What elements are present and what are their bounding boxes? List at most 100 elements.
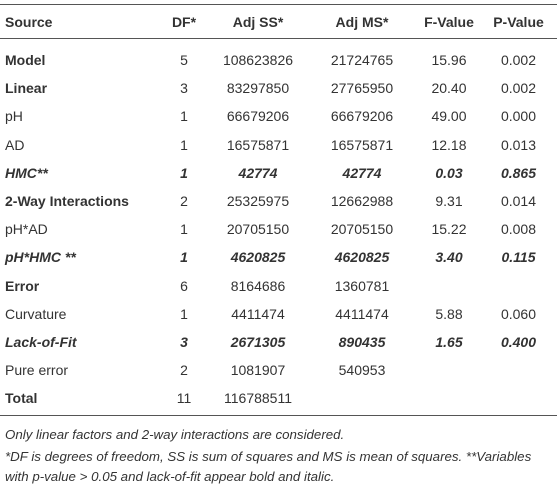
header-cell: Adj MS*: [335, 13, 389, 30]
table-cell: AD: [5, 136, 25, 153]
page: Source DF* Adj SS* Adj MS* F-Value P-Value Mo…: [0, 4, 557, 484]
table-cell: 1: [180, 249, 188, 266]
table-cell: Total: [5, 390, 38, 407]
empty-cell: [480, 272, 557, 300]
table-cell: 66679206: [330, 108, 394, 125]
table-cell: 21724765: [330, 52, 394, 69]
table-cell: pH*HMC **: [5, 249, 76, 266]
table-cell: 0.115: [501, 249, 536, 266]
table-row: Linear 3 83297850 27765950 20.40 0.002: [0, 74, 557, 102]
table-cell: 27765950: [330, 80, 394, 97]
table-cell: 4411474: [231, 305, 285, 322]
table-cell: 0.002: [500, 52, 537, 69]
anova-table: Source DF* Adj SS* Adj MS* F-Value P-Value Mo…: [0, 4, 557, 416]
table-cell: 1360781: [334, 277, 390, 294]
table-cell: 3.40: [435, 249, 463, 266]
table-cell: 4620825: [230, 249, 286, 266]
table-cell: pH: [5, 108, 23, 125]
table-cell: 3: [180, 80, 188, 97]
header-row: Source DF* Adj SS* Adj MS* F-Value P-Value: [0, 4, 557, 39]
table-cell: 3: [180, 333, 188, 350]
table-cell: HMC**: [5, 164, 48, 181]
table-cell: 2: [180, 193, 188, 210]
table-cell: 15.22: [431, 221, 467, 238]
table-row: Curvature 1 4411474 4411474 5.88 0.060: [0, 300, 557, 328]
table-cell: pH*AD: [5, 221, 48, 238]
empty-cell: [480, 356, 557, 384]
table-row: 2-Way Interactions 2 25325975 12662988 9.31 0…: [0, 187, 557, 215]
table-row: Model 5 108623826 21724765 15.96 0.002: [0, 39, 557, 75]
table-cell: 16575871: [226, 136, 290, 153]
empty-cell: [418, 356, 480, 384]
table-cell: 0.014: [500, 193, 537, 210]
table-row: pH*HMC ** 1 4620825 4620825 3.40 0.115: [0, 243, 557, 271]
table-cell: 6: [180, 277, 188, 294]
table-cell: 108623826: [222, 52, 294, 69]
table-cell: 0.002: [500, 80, 537, 97]
table-cell: 1081907: [230, 362, 286, 379]
table-cell: Pure error: [5, 362, 69, 379]
table-cell: 16575871: [330, 136, 394, 153]
empty-cell: [480, 384, 557, 416]
table-cell: 20705150: [226, 221, 290, 238]
table-cell: 0.400: [500, 333, 537, 350]
table-cell: 5.88: [435, 305, 463, 322]
table-cell: Error: [5, 277, 40, 294]
table-cell: 0.013: [500, 136, 537, 153]
table-cell: 540953: [338, 362, 386, 379]
table-row: Lack-of-Fit 3 2671305 890435 1.65 0.400: [0, 328, 557, 356]
table-cell: 2671305: [230, 333, 286, 350]
table-row: pH*AD 1 20705150 20705150 15.22 0.008: [0, 215, 557, 243]
table-cell: 0.865: [500, 164, 537, 181]
table-cell: 2: [180, 362, 188, 379]
header-cell: P-Value: [493, 13, 544, 30]
table-row: AD 1 16575871 16575871 12.18 0.013: [0, 131, 557, 159]
table-cell: 25325975: [226, 193, 290, 210]
table-cell: 1: [180, 305, 188, 322]
table-row: Pure error 2 1081907 540953: [0, 356, 557, 384]
table-cell: Curvature: [5, 305, 67, 322]
table-body: Model 5 108623826 21724765 15.96 0.002 Linear 3…: [0, 39, 557, 416]
table-cell: 116788511: [224, 390, 292, 407]
table-cell: 83297850: [226, 80, 290, 97]
header-cell: Source: [5, 13, 53, 30]
table-cell: 9.31: [435, 193, 463, 210]
table-cell: 15.96: [431, 52, 467, 69]
table-cell: 0.008: [500, 221, 537, 238]
table-row: Total 11 116788511: [0, 384, 557, 416]
empty-cell: [418, 272, 480, 300]
table-cell: 0.060: [500, 305, 537, 322]
table-cell: 8164686: [230, 277, 286, 294]
table-cell: 42774: [342, 164, 382, 181]
table-row: pH 1 66679206 66679206 49.00 0.000: [0, 102, 557, 130]
table-cell: 20705150: [330, 221, 394, 238]
table-row: HMC** 1 42774 42774 0.03 0.865: [0, 159, 557, 187]
table-cell: 66679206: [226, 108, 290, 125]
table-cell: Linear: [5, 80, 48, 97]
footnote: Only linear factors and 2-way interactio…: [5, 427, 345, 443]
table-cell: 11: [176, 390, 192, 407]
table-cell: 49.00: [431, 108, 467, 125]
table-cell: 20.40: [431, 80, 467, 97]
table-cell: 0.03: [435, 164, 463, 181]
footnotes: Only linear factors and 2-way interactio…: [0, 416, 557, 487]
table-cell: 4411474: [335, 305, 389, 322]
table-cell: 2-Way Interactions: [5, 193, 129, 210]
table-cell: 1: [180, 108, 188, 125]
table-cell: 0.000: [500, 108, 537, 125]
table-cell: 890435: [338, 333, 386, 350]
table-cell: Model: [5, 52, 46, 69]
table-cell: 1: [180, 136, 188, 153]
footnote: *DF is degrees of freedom, SS is sum of …: [5, 449, 532, 485]
header-cell: F-Value: [424, 13, 474, 30]
table-cell: 42774: [238, 164, 278, 181]
table-cell: 1: [180, 221, 188, 238]
empty-cell: [418, 384, 480, 416]
table-cell: 12.18: [431, 136, 467, 153]
table-cell: 5: [180, 52, 188, 69]
empty-cell: [306, 384, 418, 416]
table-cell: 1: [180, 164, 188, 181]
header-cell: Adj SS*: [232, 13, 284, 30]
header-cell: DF*: [171, 13, 197, 30]
table-cell: Lack-of-Fit: [5, 333, 77, 350]
